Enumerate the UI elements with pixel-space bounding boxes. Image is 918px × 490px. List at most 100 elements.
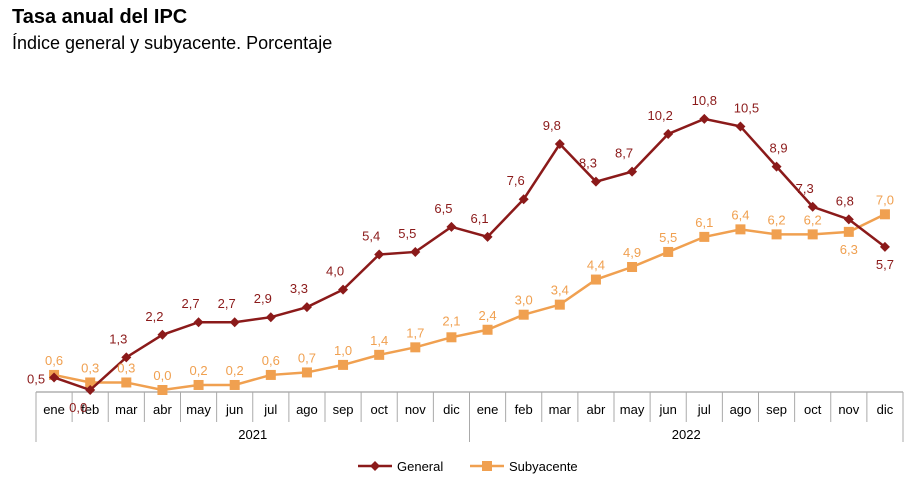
data-label: 0,2: [226, 363, 244, 378]
data-point: [121, 352, 132, 363]
data-point: [590, 176, 601, 187]
data-point: [807, 201, 818, 212]
data-point: [410, 246, 421, 257]
data-label: 3,0: [515, 293, 533, 308]
series-line-general: [53, 117, 886, 392]
data-label: 10,2: [648, 108, 673, 123]
data-label: 2,7: [218, 296, 236, 311]
data-label: 6,2: [804, 212, 822, 227]
x-tick-label: sep: [766, 402, 787, 417]
x-tick-label: ago: [730, 402, 752, 417]
data-label: 6,5: [434, 201, 452, 216]
chart-subtitle: Índice general y subyacente. Porcentaje: [12, 33, 333, 53]
data-label: 10,8: [692, 93, 717, 108]
data-point: [771, 161, 782, 172]
data-point: [193, 317, 204, 328]
data-label: 5,7: [876, 257, 894, 272]
data-point: [338, 284, 349, 295]
data-label: 8,3: [579, 156, 597, 171]
x-tick-label: oct: [804, 402, 822, 417]
x-tick-label: abr: [587, 402, 606, 417]
data-label: 2,1: [442, 313, 460, 328]
data-point: [879, 241, 890, 252]
x-tick-label: mar: [115, 402, 138, 417]
data-point: [446, 332, 457, 343]
x-tick-label: jun: [659, 402, 677, 417]
data-point: [85, 377, 96, 388]
data-label: 3,3: [290, 281, 308, 296]
data-point: [446, 221, 457, 232]
data-point: [229, 379, 240, 390]
data-point: [554, 139, 565, 150]
data-label: 8,7: [615, 146, 633, 161]
data-label: 9,8: [543, 118, 561, 133]
data-label: 1,4: [370, 333, 388, 348]
x-tick-label: sep: [333, 402, 354, 417]
x-tick-label: ago: [296, 402, 318, 417]
data-point: [157, 385, 168, 395]
data-point: [735, 224, 746, 235]
data-point: [482, 231, 493, 242]
legend-label: General: [397, 459, 443, 474]
x-tick-label: may: [186, 402, 211, 417]
x-group-label: 2021: [238, 427, 267, 442]
data-point: [879, 209, 890, 220]
data-point: [843, 226, 854, 237]
x-tick-label: nov: [838, 402, 859, 417]
data-label: 4,0: [326, 264, 344, 279]
data-point: [590, 274, 601, 285]
data-point: [807, 229, 818, 240]
data-label: 2,9: [254, 291, 272, 306]
data-label: 6,3: [840, 242, 858, 257]
data-label: 1,3: [109, 331, 127, 346]
data-label: 7,6: [507, 173, 525, 188]
data-point: [301, 302, 312, 313]
data-label: 0,6: [45, 353, 63, 368]
x-tick-label: jul: [697, 402, 711, 417]
legend-marker-general: [370, 461, 380, 471]
data-label: 0,5: [27, 371, 45, 386]
x-tick-label: ene: [477, 402, 499, 417]
data-label: 7,3: [796, 181, 814, 196]
data-label: 10,5: [734, 100, 759, 115]
data-point: [374, 349, 385, 360]
data-point: [627, 166, 638, 177]
data-point: [518, 309, 529, 320]
data-label: 1,7: [406, 325, 424, 340]
data-point: [627, 262, 638, 273]
data-point: [85, 385, 96, 395]
x-tick-label: jul: [263, 402, 277, 417]
x-tick-label: feb: [515, 402, 533, 417]
data-point: [699, 113, 710, 124]
data-label: 1,0: [334, 343, 352, 358]
data-point: [518, 194, 529, 205]
data-label: 3,4: [551, 283, 569, 298]
data-label: 4,4: [587, 258, 605, 273]
data-label: 2,7: [182, 296, 200, 311]
series-line-subyacente: [53, 213, 886, 392]
x-tick-label: ene: [43, 402, 65, 417]
data-label: 4,9: [623, 245, 641, 260]
data-point: [843, 214, 854, 225]
data-label: 5,4: [362, 228, 380, 243]
data-label: 2,4: [479, 308, 497, 323]
data-label: 6,2: [768, 212, 786, 227]
data-point: [193, 379, 204, 390]
x-tick-label: oct: [371, 402, 389, 417]
data-label: 6,4: [731, 207, 749, 222]
data-point: [771, 229, 782, 240]
legend-marker-subyacente: [482, 461, 492, 471]
data-label: 0,2: [190, 363, 208, 378]
data-point: [663, 246, 674, 257]
data-label: 7,0: [876, 192, 894, 207]
data-label: 0,3: [81, 360, 99, 375]
data-point: [554, 299, 565, 310]
legend-label: Subyacente: [509, 459, 578, 474]
data-point: [482, 324, 493, 335]
data-point: [301, 367, 312, 378]
x-tick-label: abr: [153, 402, 172, 417]
data-label: 0,3: [117, 360, 135, 375]
data-label: 0,6: [262, 353, 280, 368]
data-point: [338, 359, 349, 370]
x-tick-label: feb: [81, 402, 99, 417]
